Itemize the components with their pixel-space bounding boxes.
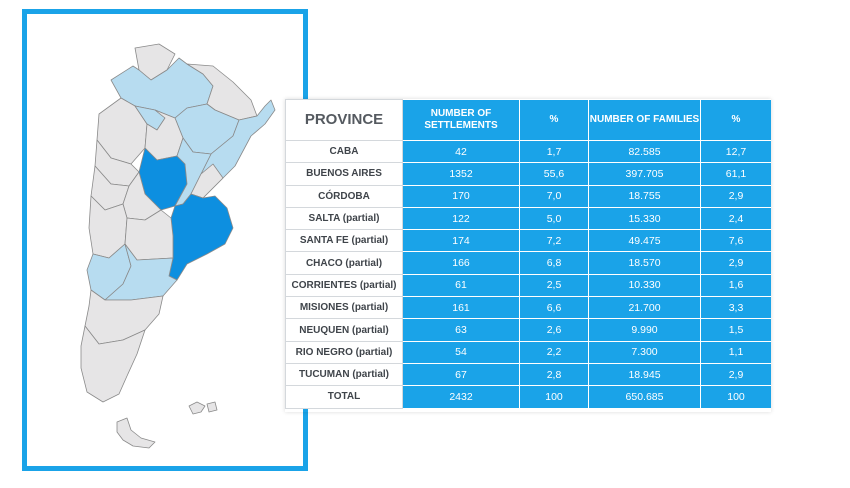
table-row: CÓRDOBA 170 7,0 18.755 2,9	[285, 184, 772, 208]
row-settlements-pct: 2,5	[519, 273, 589, 298]
total-label: TOTAL	[285, 385, 403, 409]
row-families: 49.475	[588, 229, 701, 253]
row-families: 9.990	[588, 318, 701, 342]
row-settlements-pct: 2,8	[519, 362, 589, 387]
table-row: NEUQUEN (partial) 63 2,6 9.990 1,5	[285, 318, 772, 342]
row-families: 10.330	[588, 273, 701, 298]
row-settlements: 161	[402, 296, 520, 320]
row-settlements-pct: 2,6	[519, 318, 589, 342]
row-province: NEUQUEN (partial)	[285, 318, 403, 342]
row-province: CHACO (partial)	[285, 251, 403, 275]
table-row: CABA 42 1,7 82.585 12,7	[285, 139, 772, 164]
row-province: CÓRDOBA	[285, 184, 403, 208]
header-families-pct: %	[700, 99, 772, 141]
row-settlements: 42	[402, 139, 520, 164]
row-families-pct: 2,4	[700, 206, 772, 231]
settlements-table: PROVINCE NUMBER OF SETTLEMENTS % NUMBER …	[285, 99, 772, 409]
table-row: CORRIENTES (partial) 61 2,5 10.330 1,6	[285, 273, 772, 298]
row-province: MISIONES (partial)	[285, 296, 403, 320]
table-row: RIO NEGRO (partial) 54 2,2 7.300 1,1	[285, 340, 772, 364]
table-row: SANTA FE (partial) 174 7,2 49.475 7,6	[285, 229, 772, 253]
row-settlements-pct: 7,0	[519, 184, 589, 208]
row-families: 18.945	[588, 362, 701, 387]
row-settlements-pct: 6,8	[519, 251, 589, 275]
row-province: CABA	[285, 139, 403, 164]
province-buenos-aires	[168, 193, 234, 281]
row-families-pct: 3,3	[700, 296, 772, 320]
row-settlements-pct: 5,0	[519, 206, 589, 231]
province-santa-cruz	[80, 325, 146, 403]
row-settlements: 170	[402, 184, 520, 208]
total-settlements: 2432	[402, 385, 520, 409]
table-row: MISIONES (partial) 161 6,6 21.700 3,3	[285, 296, 772, 320]
row-families-pct: 2,9	[700, 251, 772, 275]
settlements-table-container: PROVINCE NUMBER OF SETTLEMENTS % NUMBER …	[285, 99, 772, 412]
row-families-pct: 1,6	[700, 273, 772, 298]
table-row: SALTA (partial) 122 5,0 15.330 2,4	[285, 206, 772, 231]
row-families: 18.755	[588, 184, 701, 208]
row-settlements: 122	[402, 206, 520, 231]
row-province: BUENOS AIRES	[285, 162, 403, 186]
row-settlements: 63	[402, 318, 520, 342]
province-tierra-del-fuego	[116, 417, 156, 449]
row-families: 7.300	[588, 340, 701, 364]
islas-malvinas	[188, 401, 218, 415]
row-province: SALTA (partial)	[285, 206, 403, 231]
header-settlements: NUMBER OF SETTLEMENTS	[402, 99, 520, 141]
row-settlements: 67	[402, 362, 520, 387]
argentina-map	[80, 43, 276, 449]
table-header-row: PROVINCE NUMBER OF SETTLEMENTS % NUMBER …	[285, 99, 772, 141]
header-settlements-pct: %	[519, 99, 589, 141]
row-province: CORRIENTES (partial)	[285, 273, 403, 298]
row-families: 397.705	[588, 162, 701, 186]
row-families: 21.700	[588, 296, 701, 320]
row-settlements: 1352	[402, 162, 520, 186]
row-families-pct: 7,6	[700, 229, 772, 253]
total-families: 650.685	[588, 385, 701, 409]
row-families: 15.330	[588, 206, 701, 231]
table-row: CHACO (partial) 166 6,8 18.570 2,9	[285, 251, 772, 275]
row-families-pct: 1,1	[700, 340, 772, 364]
row-settlements: 166	[402, 251, 520, 275]
argentina-map-frame	[22, 9, 308, 471]
row-families: 18.570	[588, 251, 701, 275]
table-row: BUENOS AIRES 1352 55,6 397.705 61,1	[285, 162, 772, 186]
table-row: TUCUMAN (partial) 67 2,8 18.945 2,9	[285, 362, 772, 387]
row-families-pct: 61,1	[700, 162, 772, 186]
row-province: RIO NEGRO (partial)	[285, 340, 403, 364]
row-province: TUCUMAN (partial)	[285, 362, 403, 387]
table-total-row: TOTAL 2432 100 650.685 100	[285, 385, 772, 409]
row-settlements: 54	[402, 340, 520, 364]
row-province: SANTA FE (partial)	[285, 229, 403, 253]
header-families: NUMBER OF FAMILIES	[588, 99, 701, 141]
total-settlements-pct: 100	[519, 385, 589, 409]
row-families-pct: 2,9	[700, 362, 772, 387]
row-settlements-pct: 2,2	[519, 340, 589, 364]
row-settlements-pct: 55,6	[519, 162, 589, 186]
row-settlements: 61	[402, 273, 520, 298]
row-families-pct: 12,7	[700, 139, 772, 164]
row-families-pct: 2,9	[700, 184, 772, 208]
row-families: 82.585	[588, 139, 701, 164]
row-settlements-pct: 6,6	[519, 296, 589, 320]
header-province: PROVINCE	[285, 99, 403, 141]
row-settlements: 174	[402, 229, 520, 253]
row-families-pct: 1,5	[700, 318, 772, 342]
row-settlements-pct: 1,7	[519, 139, 589, 164]
total-families-pct: 100	[700, 385, 772, 409]
row-settlements-pct: 7,2	[519, 229, 589, 253]
